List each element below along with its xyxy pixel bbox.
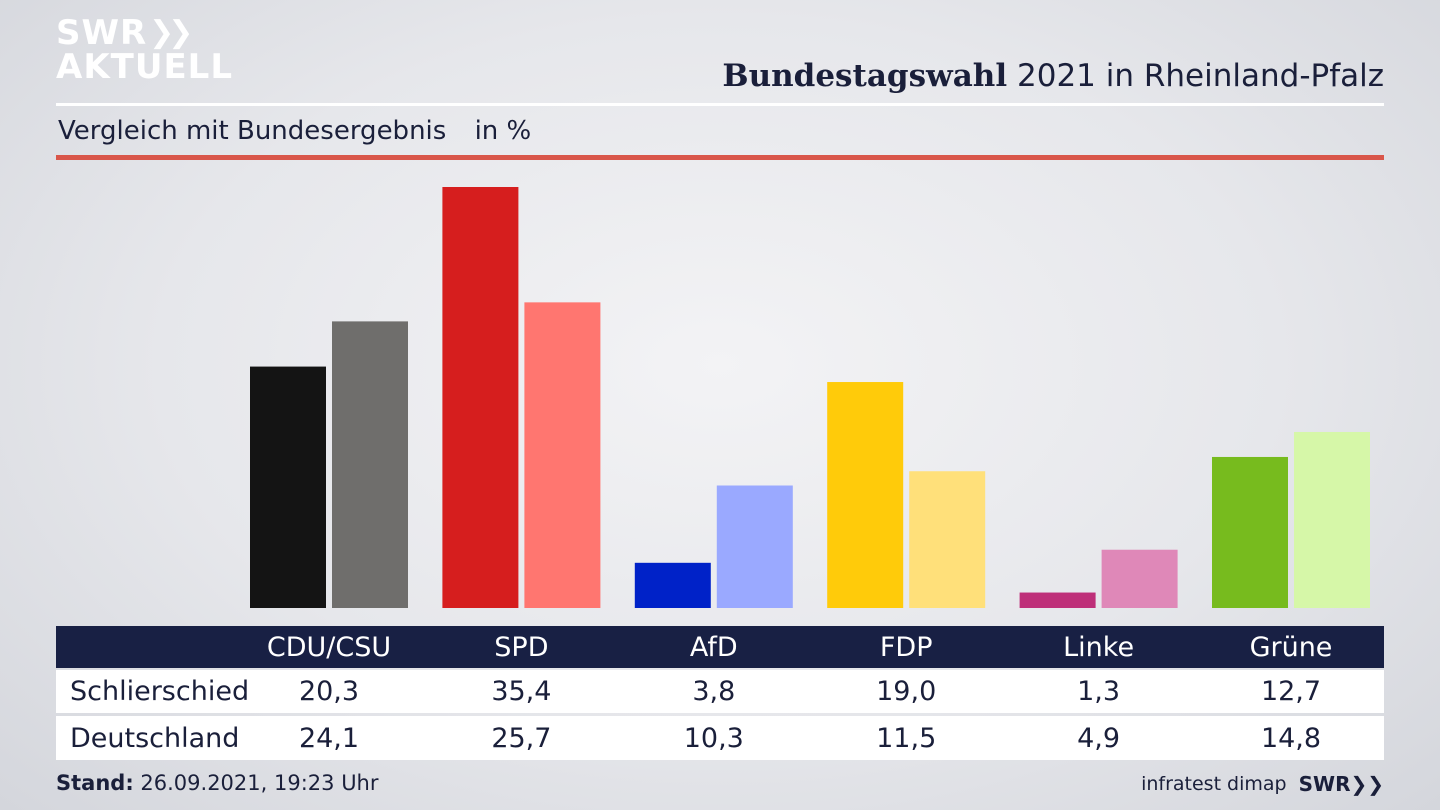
chart-title: Bundestagswahl 2021 in Rheinland-Pfalz bbox=[722, 58, 1384, 94]
column-header-gr-ne: Grüne bbox=[1249, 631, 1333, 663]
bar-fdp-schlierschied bbox=[827, 382, 904, 608]
source-text: infratest dimap bbox=[1141, 773, 1287, 795]
bar-spd-deutschland bbox=[524, 302, 601, 608]
bar-fdp-deutschland bbox=[909, 471, 986, 608]
stand-value: 26.09.2021, 19:23 Uhr bbox=[140, 771, 379, 795]
results-table: CDU/CSU SPD AfD FDP Linke Grüne Schlierschied… bbox=[56, 626, 1384, 760]
bar-cdu-csu-schlierschied bbox=[250, 366, 326, 608]
column-header-cdu-csu: CDU/CSU bbox=[266, 631, 392, 663]
subtitle-divider bbox=[56, 155, 1384, 160]
value-cell: 10,3 bbox=[683, 722, 744, 754]
value-cell: 35,4 bbox=[491, 676, 552, 707]
subtitle-text: Vergleich mit Bundesergebnis bbox=[58, 116, 447, 146]
value-cell: 11,5 bbox=[876, 722, 937, 754]
logo-line1: SWR bbox=[56, 13, 148, 53]
column-header-afd: AfD bbox=[689, 631, 738, 663]
title-divider bbox=[56, 103, 1384, 106]
source-credit: infratest dimap SWR❯❯ bbox=[1141, 772, 1384, 796]
table-header-row: CDU/CSU SPD AfD FDP Linke Grüne bbox=[56, 626, 1384, 668]
value-cell: 19,0 bbox=[876, 676, 937, 707]
chevrons-icon: ❯❯ bbox=[149, 15, 193, 50]
timestamp: Stand: 26.09.2021, 19:23 Uhr bbox=[56, 771, 379, 795]
row-label-deutschland: Deutschland bbox=[70, 722, 240, 754]
value-cell: 24,1 bbox=[298, 722, 360, 754]
footer-swr-text: SWR bbox=[1298, 772, 1351, 796]
value-cell: 1,3 bbox=[1077, 676, 1121, 707]
table-row: Schlierschied 20,3 35,4 3,8 19,0 1,3 12,7 bbox=[56, 670, 1384, 713]
bar-cdu-csu-deutschland bbox=[332, 321, 408, 608]
value-cell: 12,7 bbox=[1260, 676, 1322, 707]
bar-afd-schlierschied bbox=[634, 562, 711, 608]
column-header-linke: Linke bbox=[1063, 631, 1135, 663]
bar-afd-deutschland bbox=[716, 485, 793, 608]
bar-linke-deutschland bbox=[1101, 549, 1178, 608]
bar-gr-ne-schlierschied bbox=[1212, 456, 1288, 608]
bar-gr-ne-deutschland bbox=[1294, 431, 1370, 608]
unit-label: in % bbox=[474, 116, 532, 146]
value-cell: 14,8 bbox=[1260, 722, 1322, 754]
bar-linke-schlierschied bbox=[1019, 592, 1096, 608]
title-rest: 2021 in Rheinland-Pfalz bbox=[1017, 58, 1384, 94]
value-cell: 20,3 bbox=[298, 676, 360, 707]
logo-line2: AKTUELL bbox=[56, 47, 234, 87]
column-header-spd: SPD bbox=[494, 631, 549, 663]
column-header-fdp: FDP bbox=[879, 631, 933, 663]
stand-label: Stand: bbox=[56, 771, 134, 795]
value-cell: 3,8 bbox=[692, 676, 736, 707]
value-cell: 4,9 bbox=[1077, 722, 1121, 754]
bar-spd-schlierschied bbox=[442, 187, 519, 608]
chart-subtitle: Vergleich mit Bundesergebnis in % bbox=[58, 116, 531, 146]
table-row: Deutschland 24,1 25,7 10,3 11,5 4,9 14,8 bbox=[56, 716, 1384, 760]
row-label-schlierschied: Schlierschied bbox=[70, 676, 250, 707]
value-cell: 25,7 bbox=[491, 722, 552, 754]
footer-chevrons-icon: ❯❯ bbox=[1350, 772, 1384, 796]
swr-aktuell-logo: SWR ❯❯ AKTUELL bbox=[56, 13, 234, 87]
footer-swr-logo: SWR❯❯ bbox=[1299, 772, 1384, 796]
title-bold: Bundestagswahl bbox=[722, 58, 1008, 94]
